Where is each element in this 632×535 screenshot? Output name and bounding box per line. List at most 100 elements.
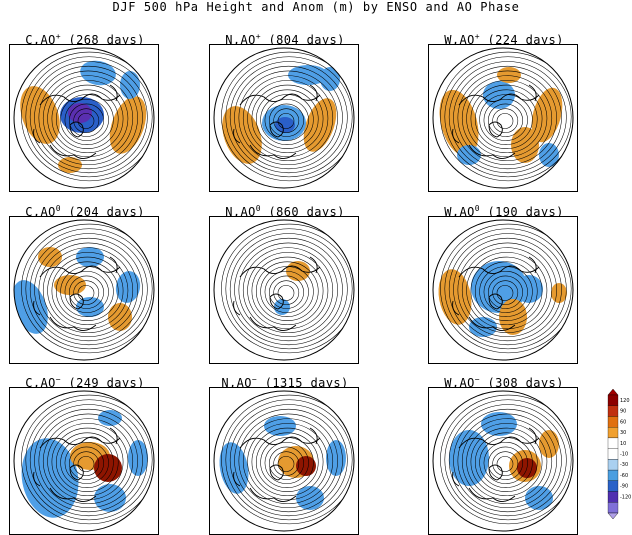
height-contour xyxy=(42,247,134,334)
anomaly-region xyxy=(438,269,472,325)
ao-prefix: ,AO xyxy=(232,33,256,47)
height-contour xyxy=(69,103,104,137)
height-contour xyxy=(25,228,153,350)
height-contour xyxy=(488,275,523,309)
height-contour xyxy=(64,270,109,313)
day-count: (249 days) xyxy=(60,376,145,390)
height-contour xyxy=(238,242,338,338)
height-contour xyxy=(492,280,519,305)
enso-phase: C xyxy=(25,33,33,47)
height-contour xyxy=(60,266,114,317)
height-contour xyxy=(251,256,324,325)
anomaly-region xyxy=(499,299,527,335)
coastline xyxy=(452,256,540,331)
colorbar-swatch xyxy=(607,459,619,471)
height-contour xyxy=(42,418,134,505)
anomaly-region xyxy=(457,145,481,165)
ao-prefix: ,AO xyxy=(232,205,256,219)
anomaly-region xyxy=(128,440,148,476)
height-contour xyxy=(77,113,95,129)
height-contour xyxy=(479,266,533,317)
height-contour xyxy=(51,427,124,496)
ao-prefix: ,AO xyxy=(32,376,56,390)
height-contour xyxy=(73,108,100,133)
height-contour xyxy=(440,223,573,354)
height-contour xyxy=(238,70,338,166)
anomaly-region xyxy=(286,261,310,281)
anomaly-region xyxy=(68,103,92,123)
height-contour xyxy=(260,437,314,488)
height-contour xyxy=(60,94,114,145)
map-boundary xyxy=(432,219,574,361)
ao-phase: − xyxy=(474,375,480,384)
panel-title: N,AO0 (860 days) xyxy=(209,202,361,219)
height-contour xyxy=(55,89,119,149)
height-contour xyxy=(453,237,562,342)
height-contour xyxy=(234,237,343,342)
height-contour xyxy=(229,404,348,517)
height-contour xyxy=(221,223,354,354)
polar-map xyxy=(428,44,578,192)
height-contour xyxy=(496,456,514,472)
height-contour xyxy=(461,418,553,505)
height-contour xyxy=(73,280,100,305)
height-contour xyxy=(64,441,109,484)
panel-title: W,AO0 (190 days) xyxy=(428,202,580,219)
map-panel: N,AO+ (804 days) xyxy=(209,30,361,192)
height-contour xyxy=(29,61,148,174)
height-contour xyxy=(255,261,319,321)
height-contour xyxy=(496,113,514,129)
enso-phase: W xyxy=(444,33,452,47)
anomaly-region xyxy=(320,67,340,91)
panel-title: N,AO+ (804 days) xyxy=(209,30,361,47)
height-contour xyxy=(21,223,154,354)
anomaly-region xyxy=(94,484,126,512)
polar-map xyxy=(9,44,159,192)
height-contour xyxy=(492,108,519,133)
map-panel: N,AO− (1315 days) xyxy=(209,373,361,535)
ao-phase: + xyxy=(55,32,61,41)
panel-title: W,AO− (308 days) xyxy=(428,373,580,390)
height-contour xyxy=(444,399,572,521)
ao-prefix: ,AO xyxy=(451,33,475,47)
map-panel: C,AO0 (204 days) xyxy=(9,202,161,364)
height-contour xyxy=(448,404,567,517)
day-count: (1315 days) xyxy=(257,376,349,390)
ao-prefix: ,AO xyxy=(229,376,252,390)
anomaly-region xyxy=(219,442,249,494)
colorbar-swatch xyxy=(607,480,619,492)
height-contour xyxy=(247,80,329,158)
ao-phase: + xyxy=(474,32,480,41)
height-contour xyxy=(221,51,354,182)
polar-map xyxy=(209,44,359,192)
height-contour xyxy=(251,427,324,496)
coastline xyxy=(233,84,321,159)
enso-phase: N xyxy=(221,376,230,390)
height-contour xyxy=(453,408,562,513)
day-count: (268 days) xyxy=(60,33,145,47)
coastline xyxy=(33,84,121,159)
height-contour xyxy=(269,275,304,309)
colorbar-swatch xyxy=(607,416,619,428)
height-contour xyxy=(273,108,300,133)
colorbar-label: 30 xyxy=(620,430,626,436)
enso-phase: C xyxy=(25,376,33,390)
height-contour xyxy=(277,285,295,301)
anomaly-region xyxy=(38,247,62,267)
ao-prefix: ,AO xyxy=(451,205,475,219)
map-panel: N,AO0 (860 days) xyxy=(209,202,361,364)
height-contour xyxy=(483,270,528,313)
height-contour xyxy=(444,228,572,350)
colorbar: 120 90 60 30 10 -10 -30 -60 -90 -120 xyxy=(604,389,632,525)
map-boundary xyxy=(13,390,155,532)
height-contour xyxy=(29,404,148,517)
map-panel: W,AO+ (224 days) xyxy=(428,30,580,192)
height-contour xyxy=(34,408,143,513)
colorbar-swatch xyxy=(607,448,619,460)
height-contour xyxy=(457,70,557,166)
map-boundary xyxy=(13,219,155,361)
ao-prefix: ,AO xyxy=(32,205,56,219)
anomaly-region xyxy=(58,157,82,173)
map-boundary xyxy=(13,47,155,189)
height-contour xyxy=(461,247,553,334)
